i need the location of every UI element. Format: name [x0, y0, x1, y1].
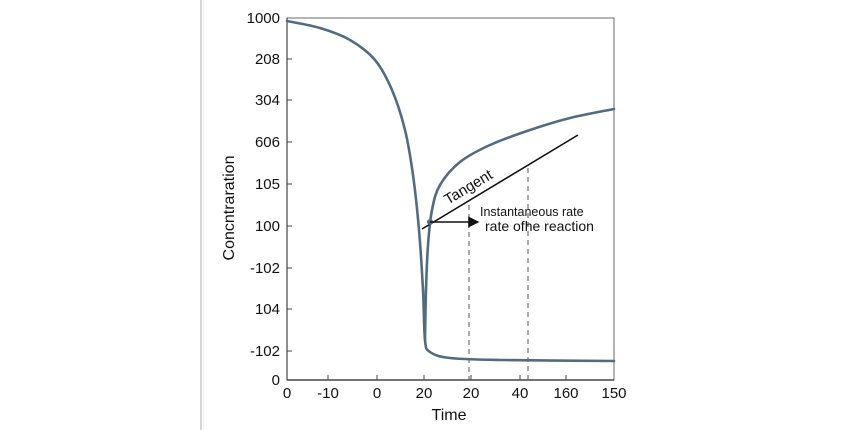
- x-tick-label: 40: [512, 385, 529, 402]
- x-tick-label: -10: [317, 385, 339, 402]
- rate-of-reaction-label: rate ofhe reaction: [485, 218, 594, 234]
- x-tick-label: 20: [463, 385, 480, 402]
- curves: [285, 19, 616, 363]
- x-tick-label: 0: [373, 385, 381, 402]
- x-tick-label: 0: [283, 385, 291, 402]
- y-tick-label: 104: [255, 301, 280, 318]
- y-ticks: 1000 208 304 606 105 100 -102 104 -102 0: [247, 10, 292, 389]
- x-ticks: 0 -10 0 20 20 40 160 150: [283, 375, 627, 402]
- y-tick-label: 208: [255, 51, 280, 68]
- y-tick-label: -102: [250, 260, 280, 277]
- y-tick-label: 100: [255, 218, 280, 235]
- x-tick-label: 160: [553, 385, 578, 402]
- tangent-line: [421, 134, 579, 230]
- y-tick-label: 0: [272, 372, 280, 389]
- page-edge-shadow: [203, 0, 204, 430]
- dashed-guides: [468, 168, 529, 380]
- y-tick-label: 1000: [247, 10, 280, 27]
- y-tick-label: 304: [255, 92, 280, 109]
- y-axis-title: Concntraration: [221, 156, 238, 261]
- instantaneous-rate-label: Instantaneous rate: [480, 205, 584, 219]
- page-edge-divider: [200, 0, 202, 430]
- curve-line: [285, 19, 616, 363]
- x-tick-label: 150: [601, 385, 626, 402]
- curve-line: [423, 107, 616, 342]
- y-tick-label: -102: [250, 343, 280, 360]
- x-axis-title: Time: [432, 407, 467, 424]
- y-tick-label: 606: [255, 134, 280, 151]
- y-tick-label: 105: [255, 176, 280, 193]
- x-tick-label: 20: [416, 385, 433, 402]
